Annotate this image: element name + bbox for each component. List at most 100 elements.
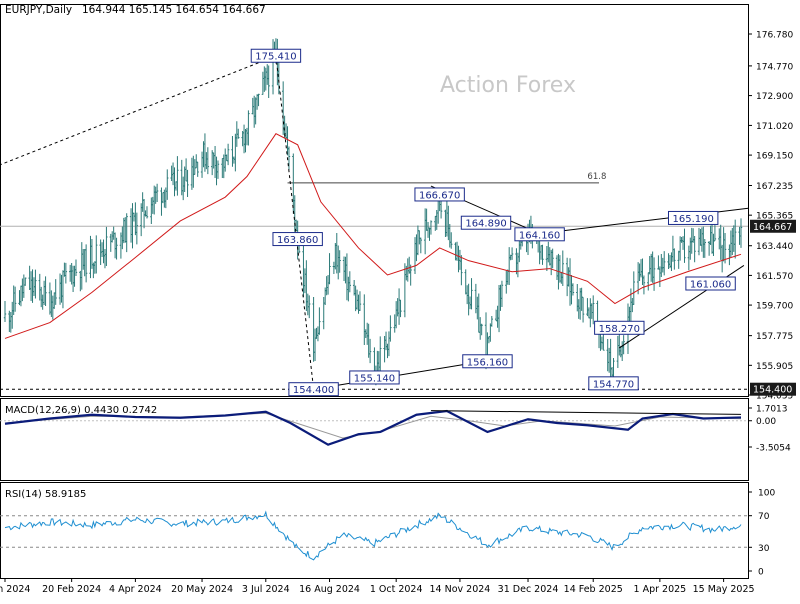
price-bar bbox=[13, 286, 17, 312]
price-bar bbox=[703, 238, 706, 258]
x-tick-label: 20 May 2024 bbox=[171, 584, 233, 595]
support-level-box-bg bbox=[750, 382, 796, 396]
price-bar bbox=[247, 110, 250, 146]
swing-label-text: 166.670 bbox=[419, 190, 460, 201]
swing-label-text: 161.060 bbox=[690, 280, 731, 291]
swing-label-text: 155.140 bbox=[354, 373, 395, 384]
price-bar bbox=[663, 251, 666, 276]
price-bar bbox=[642, 275, 646, 295]
x-tick-label: 14 Nov 2024 bbox=[429, 584, 490, 595]
rsi-panel-frame bbox=[0, 482, 749, 579]
x-tick-label: 1 Apr 2025 bbox=[634, 584, 687, 595]
support-level-box: 154.400 bbox=[750, 382, 796, 396]
price-bar bbox=[54, 279, 57, 305]
y-tick-label: 176.780 bbox=[756, 31, 793, 41]
price-bar bbox=[450, 232, 453, 249]
price-bar bbox=[257, 93, 260, 107]
swing-label-box bbox=[250, 48, 302, 63]
x-tick-label: 20 Feb 2024 bbox=[42, 584, 101, 595]
swing-label-box bbox=[594, 320, 645, 335]
price-bar bbox=[379, 336, 382, 373]
price-bar bbox=[237, 128, 240, 139]
x-tick-label: 4 Apr 2024 bbox=[109, 584, 162, 595]
price-bar bbox=[652, 257, 656, 291]
price-bar bbox=[186, 169, 189, 197]
swing-label: 175.410 bbox=[250, 48, 302, 63]
price-bar bbox=[105, 226, 108, 266]
y-tick-label: 165.365 bbox=[756, 212, 793, 222]
price-bar bbox=[206, 147, 210, 175]
macd-y-tick-label: 1.7013 bbox=[756, 405, 788, 415]
swing-label: 166.670 bbox=[414, 187, 465, 202]
swing-label: 156.160 bbox=[462, 354, 513, 369]
price-bar bbox=[166, 169, 169, 200]
price-bar bbox=[723, 233, 727, 264]
price-bar bbox=[84, 244, 88, 283]
x-tick-label: 5 Jan 2024 bbox=[0, 584, 30, 595]
swing-label-text: 165.190 bbox=[673, 214, 714, 225]
price-bar bbox=[581, 296, 585, 323]
price-bar bbox=[500, 280, 504, 307]
price-bar bbox=[125, 213, 128, 253]
price-bar bbox=[226, 143, 230, 166]
fib-label: 61.8 bbox=[587, 172, 606, 182]
price-bar bbox=[277, 57, 281, 95]
y-tick-label: 163.440 bbox=[756, 242, 793, 252]
swing-label-text: 154.400 bbox=[293, 385, 334, 396]
price-bar bbox=[409, 264, 412, 286]
price-bar bbox=[267, 65, 270, 99]
price-bar bbox=[490, 315, 494, 327]
price-bar bbox=[348, 271, 352, 293]
price-bar bbox=[480, 323, 483, 336]
swing-label: 165.190 bbox=[667, 210, 719, 225]
rsi-y-tick-label: 100 bbox=[758, 489, 775, 499]
swing-label: 155.140 bbox=[349, 370, 400, 385]
price-bar bbox=[145, 206, 149, 219]
swing-label: 161.060 bbox=[685, 276, 736, 291]
price-bar bbox=[308, 295, 311, 319]
swing-label-text: 175.410 bbox=[255, 52, 296, 63]
swing-label-box bbox=[588, 376, 639, 391]
macd-y-tick-label: 0.00 bbox=[756, 417, 776, 427]
swing-label-text: 164.890 bbox=[465, 219, 506, 230]
price-bar bbox=[460, 255, 463, 286]
current-price-box: 164.667 bbox=[750, 219, 796, 233]
swing-label: 158.270 bbox=[594, 320, 645, 335]
price-bar bbox=[287, 146, 291, 170]
price-bar bbox=[693, 235, 696, 263]
macd-line bbox=[4, 409, 742, 446]
x-tick-label: 1 Oct 2024 bbox=[370, 584, 423, 595]
support-level-box-text: 154.400 bbox=[753, 385, 792, 396]
price-bar bbox=[739, 218, 743, 248]
swing-label: 163.860 bbox=[272, 232, 323, 247]
price-bar bbox=[389, 315, 392, 342]
price-bar bbox=[419, 237, 423, 254]
price-bar bbox=[368, 338, 372, 364]
price-bar bbox=[44, 276, 47, 306]
y-tick-label: 169.150 bbox=[756, 152, 793, 162]
swing-label-box bbox=[685, 276, 736, 291]
price-bar bbox=[24, 277, 27, 286]
swing-label-box bbox=[514, 227, 565, 242]
y-tick-label: 174.770 bbox=[756, 62, 793, 72]
price-bar bbox=[612, 358, 615, 379]
price-bar bbox=[338, 250, 341, 273]
price-bar bbox=[216, 160, 220, 179]
rsi-y-tick-label: 0 bbox=[758, 568, 764, 578]
swing-label-box bbox=[349, 370, 400, 385]
price-bar bbox=[399, 299, 402, 318]
price-bar bbox=[592, 295, 595, 325]
price-bar bbox=[683, 228, 686, 263]
price-bar bbox=[34, 269, 37, 299]
swing-label: 164.890 bbox=[460, 215, 512, 230]
price-bar bbox=[632, 271, 635, 305]
x-tick-label: 31 Dec 2024 bbox=[498, 584, 559, 595]
price-bar bbox=[541, 244, 544, 265]
header-ohlc: 164.944 165.145 164.654 164.667 bbox=[82, 4, 266, 16]
y-tick-label: 167.235 bbox=[756, 182, 793, 192]
price-bar bbox=[155, 183, 159, 203]
swing-label-text: 163.860 bbox=[277, 235, 318, 246]
y-tick-label: 157.775 bbox=[756, 332, 793, 342]
price-bar bbox=[176, 156, 179, 196]
